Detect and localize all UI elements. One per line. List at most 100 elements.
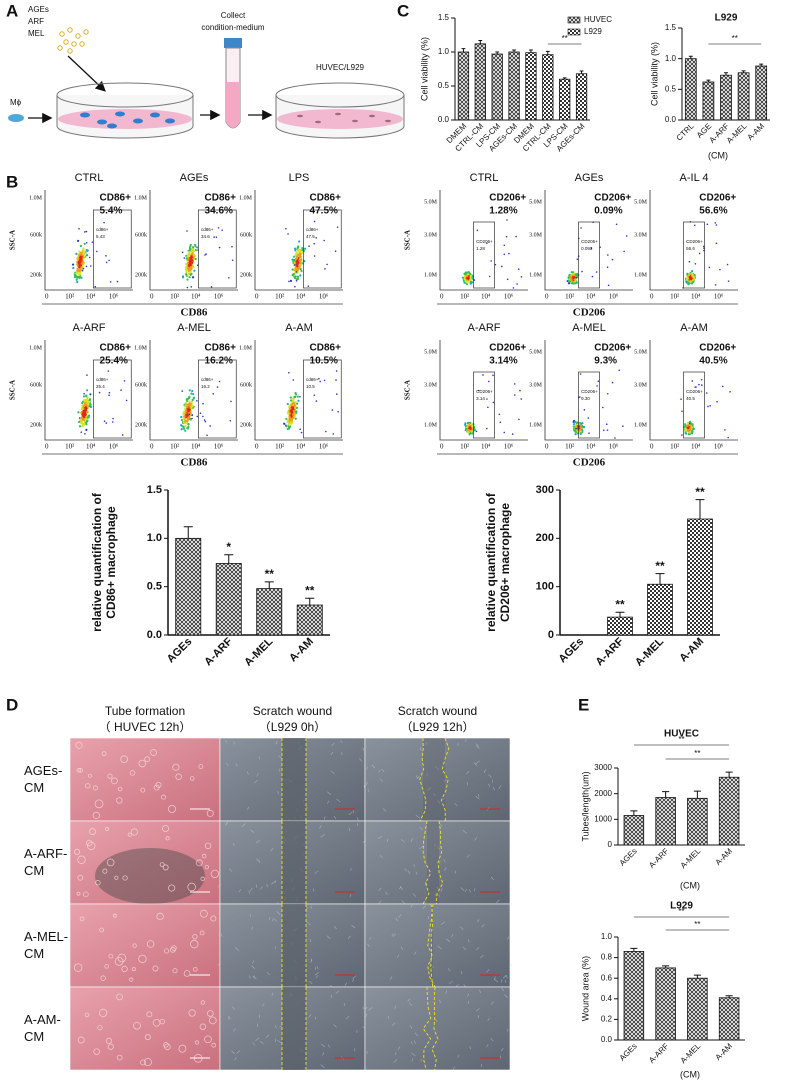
event-dot <box>519 389 521 392</box>
event-dot <box>587 417 590 419</box>
event-dot <box>103 221 105 224</box>
scratch <box>282 738 306 821</box>
event-dot <box>296 255 299 258</box>
event-dot <box>576 258 579 261</box>
wound-edge <box>427 903 436 988</box>
event-dot <box>331 409 334 411</box>
flow-y-tick: 1.0M <box>29 195 43 201</box>
cell-texture <box>490 1038 494 1042</box>
event-dot <box>294 391 297 395</box>
chart-title: L929 <box>670 901 693 912</box>
cell-cluster <box>150 749 157 756</box>
event-dot <box>296 395 299 398</box>
cell-texture <box>228 868 232 872</box>
flow-y-tick: 200k <box>240 422 252 428</box>
flow-x-tick: 10² <box>170 443 179 451</box>
cell-cluster <box>183 970 191 977</box>
cell-texture <box>507 936 510 940</box>
bar <box>623 951 645 1041</box>
event-dot <box>88 400 91 403</box>
gate <box>198 359 237 439</box>
event-dot <box>94 285 97 288</box>
event-dot <box>184 424 187 427</box>
event-dot <box>569 278 573 281</box>
flow-y-tick: 1.0M <box>29 345 43 351</box>
event-dot <box>716 400 718 403</box>
event-dot <box>216 386 219 388</box>
event-dot <box>86 416 89 419</box>
y-tick-label: 1.0 <box>601 932 613 941</box>
step-label: condition-medium <box>201 23 264 32</box>
cell-texture <box>439 999 441 1003</box>
significance: ** <box>695 485 705 499</box>
cell-texture <box>457 1054 460 1058</box>
event-dot <box>719 268 721 271</box>
event-dot <box>486 242 488 244</box>
cell-texture <box>348 811 353 816</box>
error-bar <box>724 72 728 76</box>
event-dot <box>229 420 232 422</box>
cell-texture <box>248 890 251 894</box>
event-dot <box>192 246 195 249</box>
flow-axes <box>649 190 738 291</box>
event-dot <box>291 400 294 403</box>
cell-texture <box>447 967 451 972</box>
event-dot <box>464 422 467 425</box>
error-bar <box>562 77 567 80</box>
y-tick-label: 200 <box>536 532 554 544</box>
y-tick-label: 1.0 <box>147 532 162 544</box>
event-dot <box>503 244 506 247</box>
flow-x-tick: 10⁴ <box>481 293 491 301</box>
flow-axes <box>544 340 633 441</box>
event-dot <box>572 274 575 277</box>
cell-cluster <box>129 977 134 982</box>
medium <box>277 109 403 129</box>
event-dot <box>187 409 190 413</box>
event-dot <box>698 252 701 255</box>
cell-cluster <box>152 965 159 972</box>
event-dot <box>512 287 515 289</box>
event-dot <box>297 399 300 402</box>
cell-texture <box>365 1013 368 1017</box>
cell-cluster <box>175 773 182 781</box>
cell-cluster <box>167 804 176 814</box>
event-dot <box>687 282 690 285</box>
gate <box>473 371 495 439</box>
cell-texture <box>500 1047 504 1052</box>
micrograph <box>69 737 221 822</box>
event-dot <box>296 264 299 268</box>
cell-texture <box>474 837 478 841</box>
cell-cluster <box>131 967 136 972</box>
gate-label: CD206+ <box>594 193 631 204</box>
event-dot <box>86 398 89 401</box>
gate <box>578 371 600 439</box>
cell-texture <box>414 1032 418 1036</box>
flow-y-tick: 5.0M <box>424 199 438 205</box>
event-dot <box>86 374 88 376</box>
cell-cluster <box>144 756 151 763</box>
event-dot <box>85 265 88 268</box>
bar <box>457 51 470 121</box>
event-dot <box>319 380 321 383</box>
x-axis-label: (CM) <box>680 1069 700 1079</box>
flow-y-tick: 600k <box>240 382 252 388</box>
event-dot <box>81 425 84 428</box>
cell-texture <box>233 1057 237 1061</box>
event-dot <box>583 409 586 411</box>
event-dot <box>567 282 571 285</box>
event-dot <box>574 420 577 424</box>
gate-percent: 0.09% <box>594 206 622 217</box>
cell-texture <box>493 978 498 983</box>
event-dot <box>469 275 472 279</box>
cell-texture <box>322 1052 325 1056</box>
gate-inner-value: 0.093 <box>581 246 593 251</box>
cell-cluster <box>200 876 205 882</box>
event-dot <box>313 220 316 223</box>
cell-texture <box>267 971 271 976</box>
flow-y-tick: 200k <box>30 422 42 428</box>
micrograph <box>69 820 221 905</box>
gate <box>683 221 705 289</box>
gate-percent: 25.4% <box>100 356 128 367</box>
event-dot <box>105 261 108 264</box>
event-dot <box>606 429 609 431</box>
